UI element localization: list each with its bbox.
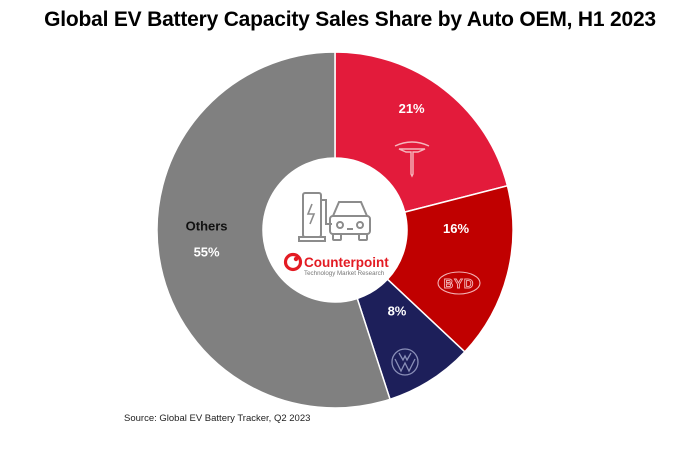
byd-logo: BYD <box>437 271 481 295</box>
brand-tagline: Technology Market Research <box>304 270 385 277</box>
brand-name: Counterpoint <box>304 255 389 270</box>
counterpoint-logo: Counterpoint Technology Market Research <box>283 252 389 277</box>
slice-value-volkswagen: 8% <box>388 304 407 319</box>
volkswagen-logo <box>391 348 419 376</box>
slice-tesla <box>334 51 509 214</box>
source-note: Source: Global EV Battery Tracker, Q2 20… <box>124 413 311 424</box>
ev-charging-car-icon <box>298 192 371 242</box>
labels-group: 21% 16% 8% Others 55% <box>186 101 470 318</box>
slice-value-tesla: 21% <box>399 101 425 116</box>
slices-group <box>156 51 514 409</box>
svg-text:BYD: BYD <box>444 276 474 291</box>
center-hole <box>263 158 407 302</box>
slice-name-others: Others <box>186 218 228 233</box>
slice-value-byd: 16% <box>443 221 469 236</box>
slice-value-others: 55% <box>194 244 220 259</box>
tesla-logo <box>394 141 430 178</box>
chart-title: Global EV Battery Capacity Sales Share b… <box>44 8 656 31</box>
